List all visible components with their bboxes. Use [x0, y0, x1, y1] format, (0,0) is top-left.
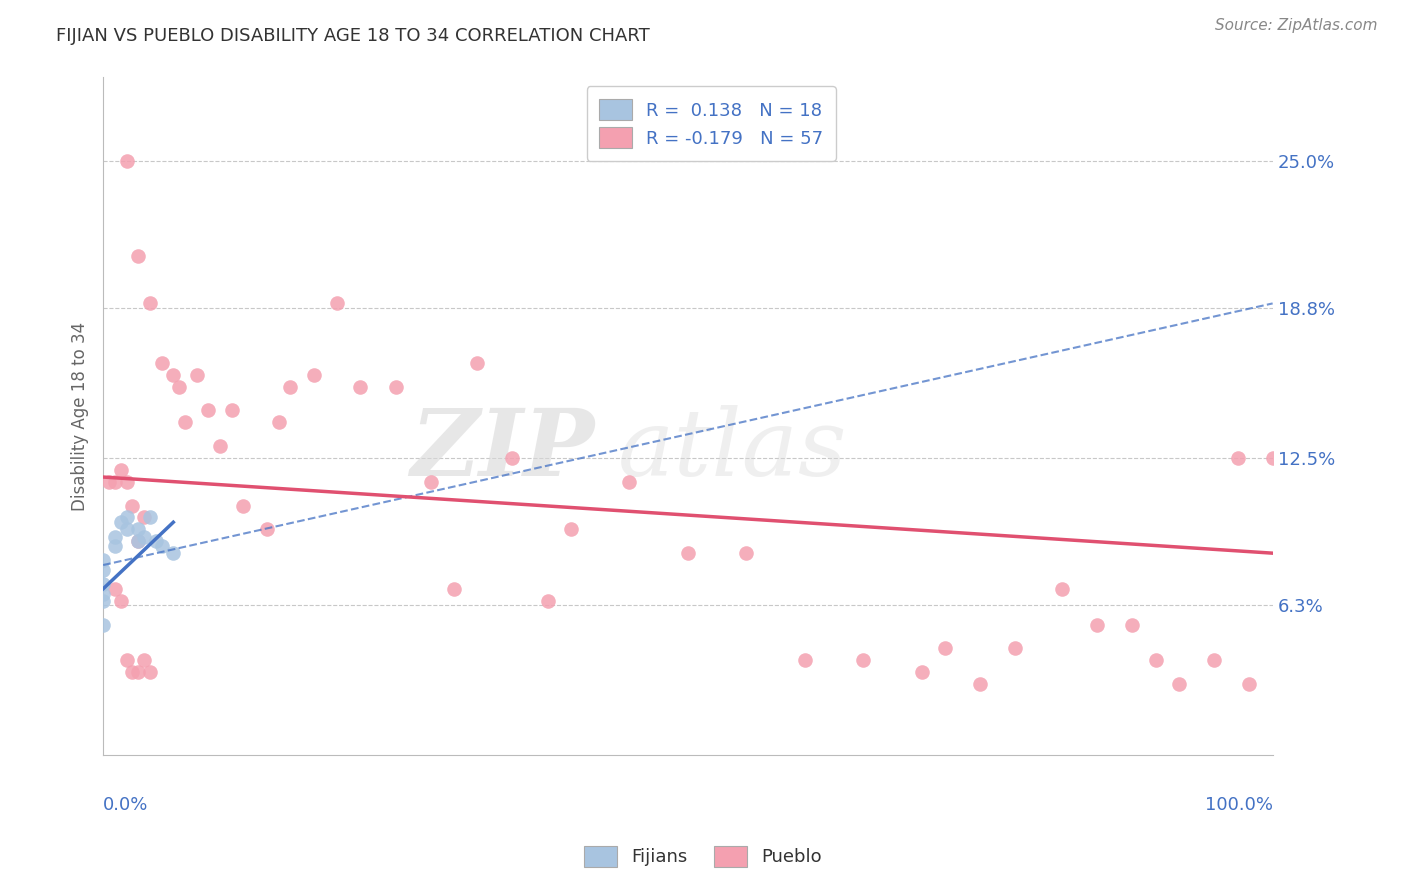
Point: [619, 475, 641, 489]
Point: [536, 593, 558, 607]
Point: [167, 379, 190, 393]
Text: 100.0%: 100.0%: [1205, 796, 1272, 814]
Point: [186, 368, 208, 382]
Point: [1239, 677, 1261, 691]
Point: [150, 356, 173, 370]
Legend: R =  0.138   N = 18, R = -0.179   N = 57: R = 0.138 N = 18, R = -0.179 N = 57: [586, 87, 837, 161]
Point: [104, 582, 127, 596]
Legend: Fijians, Pueblo: Fijians, Pueblo: [576, 838, 830, 874]
Point: [209, 439, 232, 453]
Point: [969, 677, 991, 691]
Point: [91, 593, 114, 607]
Point: [110, 593, 132, 607]
Point: [467, 356, 489, 370]
Point: [1261, 450, 1284, 465]
Point: [852, 653, 875, 667]
Point: [443, 582, 465, 596]
Point: [1204, 653, 1226, 667]
Point: [104, 475, 127, 489]
Text: Source: ZipAtlas.com: Source: ZipAtlas.com: [1215, 18, 1378, 33]
Point: [174, 415, 197, 429]
Point: [132, 529, 155, 543]
Point: [139, 510, 162, 524]
Point: [127, 665, 149, 679]
Point: [1004, 641, 1026, 656]
Point: [150, 539, 173, 553]
Text: atlas: atlas: [617, 405, 848, 495]
Point: [98, 475, 121, 489]
Point: [91, 617, 114, 632]
Point: [560, 522, 582, 536]
Point: [1226, 450, 1249, 465]
Point: [1144, 653, 1167, 667]
Point: [1121, 617, 1143, 632]
Point: [104, 539, 127, 553]
Point: [115, 510, 138, 524]
Point: [267, 415, 290, 429]
Point: [121, 499, 143, 513]
Point: [127, 522, 149, 536]
Point: [1085, 617, 1108, 632]
Point: [384, 379, 406, 393]
Point: [110, 463, 132, 477]
Point: [911, 665, 934, 679]
Point: [115, 475, 138, 489]
Point: [127, 534, 149, 549]
Point: [132, 510, 155, 524]
Point: [110, 515, 132, 529]
Point: [91, 563, 114, 577]
Point: [162, 546, 184, 560]
Point: [256, 522, 278, 536]
Point: [1168, 677, 1191, 691]
Text: 0.0%: 0.0%: [103, 796, 149, 814]
Point: [139, 296, 162, 310]
Point: [349, 379, 371, 393]
Text: FIJIAN VS PUEBLO DISABILITY AGE 18 TO 34 CORRELATION CHART: FIJIAN VS PUEBLO DISABILITY AGE 18 TO 34…: [56, 27, 650, 45]
Point: [145, 534, 167, 549]
Point: [326, 296, 349, 310]
Point: [104, 529, 127, 543]
Text: ZIP: ZIP: [411, 405, 595, 495]
Point: [91, 586, 114, 600]
Point: [501, 450, 523, 465]
Point: [162, 368, 184, 382]
Point: [232, 499, 254, 513]
Point: [934, 641, 956, 656]
Point: [121, 665, 143, 679]
Point: [132, 653, 155, 667]
Point: [115, 153, 138, 168]
Point: [302, 368, 325, 382]
Point: [278, 379, 301, 393]
Y-axis label: Disability Age 18 to 34: Disability Age 18 to 34: [72, 322, 89, 511]
Point: [1050, 582, 1073, 596]
Point: [735, 546, 758, 560]
Point: [139, 665, 162, 679]
Point: [115, 653, 138, 667]
Point: [127, 249, 149, 263]
Point: [197, 403, 219, 417]
Point: [676, 546, 699, 560]
Point: [91, 577, 114, 591]
Point: [221, 403, 243, 417]
Point: [91, 553, 114, 567]
Point: [115, 522, 138, 536]
Point: [127, 534, 149, 549]
Point: [793, 653, 815, 667]
Point: [419, 475, 441, 489]
